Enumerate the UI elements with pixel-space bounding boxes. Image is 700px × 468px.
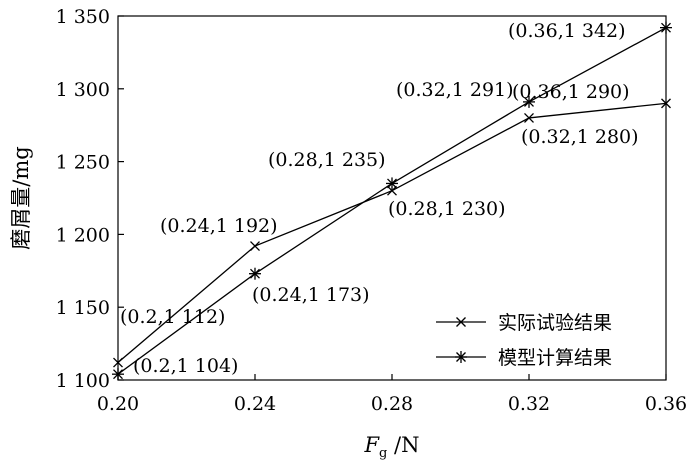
x-axis-title-main: F	[363, 433, 380, 457]
point-annotation: (0.36,1 342)	[508, 20, 626, 42]
point-annotation: (0.36,1 290)	[512, 81, 630, 103]
x-tick-label: 0.20	[97, 393, 139, 415]
x-marker	[524, 112, 534, 123]
x-axis-title: Fg /N	[363, 433, 419, 461]
marker-stroke	[456, 317, 466, 327]
legend-label: 模型计算结果	[498, 347, 612, 369]
x-marker	[113, 357, 123, 368]
x-axis-title-subscript: g	[379, 446, 387, 461]
y-tick-label: 1 200	[56, 224, 110, 246]
marker-stroke	[661, 98, 671, 109]
axis-ticks: 0.20 0.24 0.28 0.32 0.36 1 100 1 150 1 200 1 250…	[56, 6, 688, 415]
asterisk-marker	[249, 267, 261, 280]
x-axis-title-unit: /N	[387, 433, 419, 457]
asterisk-marker	[112, 368, 124, 381]
point-annotation: (0.2,1 112)	[120, 306, 225, 328]
asterisk-marker	[386, 177, 398, 190]
y-tick-label: 1 150	[56, 297, 110, 319]
series-layer	[112, 21, 672, 381]
x-tick-label: 0.24	[234, 393, 276, 415]
point-annotation: (0.24,1 173)	[252, 284, 370, 306]
point-annotation: (0.32,1 291)	[396, 79, 514, 101]
asterisk-marker	[660, 21, 672, 34]
x-tick-label: 0.36	[645, 393, 687, 415]
x-marker	[387, 185, 397, 196]
point-annotation: (0.2,1 104)	[133, 355, 238, 377]
marker-stroke	[113, 357, 123, 368]
annotation-layer: (0.2,1 112) (0.24,1 192) (0.28,1 230) (0.32…	[120, 20, 639, 377]
y-tick-label: 1 350	[56, 6, 110, 28]
asterisk-marker	[455, 351, 467, 363]
marker-stroke	[524, 112, 534, 123]
x-marker	[456, 317, 466, 327]
y-tick-label: 1 250	[56, 152, 110, 174]
x-marker	[250, 241, 260, 252]
x-tick-label: 0.32	[508, 393, 550, 415]
point-annotation: (0.28,1 230)	[388, 198, 506, 220]
y-tick-label: 1 300	[56, 79, 110, 101]
point-annotation: (0.32,1 280)	[521, 126, 639, 148]
marker-stroke	[387, 185, 397, 196]
legend-label: 实际试验结果	[498, 312, 612, 334]
y-axis-title: 磨屑量/mg	[9, 146, 33, 249]
x-tick-label: 0.28	[371, 393, 413, 415]
x-marker	[661, 98, 671, 109]
y-tick-label: 1 100	[56, 370, 110, 392]
asterisk-marker	[523, 95, 535, 108]
marker-stroke	[250, 241, 260, 252]
point-annotation: (0.28,1 235)	[268, 149, 386, 171]
point-annotation: (0.24,1 192)	[160, 215, 278, 237]
